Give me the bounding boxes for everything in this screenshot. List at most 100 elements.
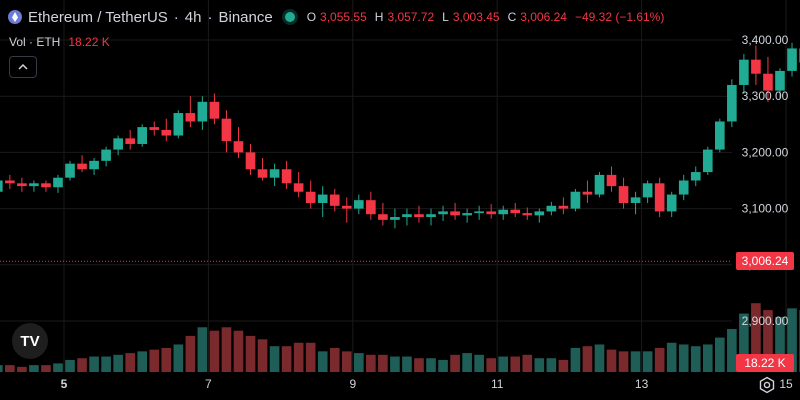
candle-body (546, 205, 557, 212)
symbol-header[interactable]: Ethereum / TetherUS · 4h · Binance O 3,0… (8, 6, 664, 28)
volume-bar (233, 330, 244, 372)
volume-bar (402, 356, 412, 372)
candle-body (341, 205, 352, 209)
candle (739, 54, 749, 94)
volume-bar (510, 356, 521, 372)
candle (414, 205, 424, 223)
volume-bar (678, 344, 689, 372)
interval[interactable]: 4h (184, 8, 202, 26)
candle-body (317, 194, 328, 203)
high-label: H (374, 10, 384, 24)
candle (618, 177, 629, 209)
volume-bar (727, 329, 737, 372)
candle (245, 143, 256, 175)
volume-bar (498, 356, 509, 372)
candle-body (402, 214, 412, 218)
exchange[interactable]: Binance (218, 8, 273, 26)
candle (41, 180, 51, 192)
volume-bar (426, 358, 436, 372)
candle-body (41, 183, 51, 188)
volume-bar (269, 346, 280, 372)
symbol-name[interactable]: Ethereum / TetherUS (28, 8, 168, 26)
candle-body (414, 214, 424, 218)
volume-bar (89, 356, 99, 372)
candle-body (678, 180, 689, 195)
candle (329, 188, 340, 212)
volume-bar (197, 327, 208, 372)
volume-bar (221, 327, 232, 372)
x-tick-label: 11 (491, 377, 504, 391)
volume-bar (113, 354, 123, 372)
candle (654, 177, 665, 218)
volume-bar (414, 358, 424, 372)
settings-icon[interactable] (758, 376, 776, 394)
candle (727, 79, 737, 128)
x-tick-label: 7 (205, 377, 212, 391)
candle (715, 118, 725, 153)
volume-bar (438, 359, 448, 372)
volume-legend[interactable]: Vol · ETH 18.22 K (9, 35, 110, 49)
volume-bar (618, 351, 629, 372)
volume-value: 18.22 K (68, 35, 110, 49)
market-status-dot[interactable] (284, 12, 295, 22)
candle (317, 186, 328, 218)
candle (763, 56, 773, 102)
candle (354, 194, 364, 215)
candle-body (173, 113, 184, 136)
candle-body (89, 160, 99, 170)
candle-body (354, 200, 364, 209)
candle (197, 96, 208, 130)
volume-bars (0, 303, 800, 372)
candle (775, 68, 785, 100)
candle (29, 180, 39, 192)
volume-bar (161, 347, 172, 372)
candle-body (293, 183, 304, 192)
volume-bar (341, 351, 352, 372)
candle-body (787, 48, 797, 71)
candlesticks (0, 42, 800, 229)
volume-bar (149, 349, 160, 372)
candle (269, 163, 280, 187)
candle (378, 202, 388, 226)
candle-body (113, 138, 123, 150)
price-axis[interactable]: 2,900.003,000.003,100.003,200.003,300.00… (742, 33, 789, 328)
volume-bar (642, 351, 653, 372)
close-value: 3,006.24 (520, 10, 567, 24)
candle-body (582, 191, 593, 195)
volume-label: Vol · ETH (9, 35, 61, 49)
x-tick-label: 5 (61, 377, 68, 391)
candle-body (763, 73, 773, 91)
candle (474, 205, 484, 220)
volume-bar (582, 346, 593, 372)
candle (402, 208, 412, 226)
volume-bar (137, 351, 148, 372)
separator: · (173, 8, 179, 26)
y-tick-label: 2,900.00 (742, 314, 789, 328)
candle (546, 201, 557, 216)
volume-bar (41, 365, 51, 372)
volume-bar (173, 344, 184, 372)
candle-body (522, 213, 533, 216)
volume-bar (378, 354, 388, 372)
volume-bar (690, 346, 701, 372)
candle (77, 155, 87, 173)
candle (666, 191, 677, 218)
volume-bar (486, 358, 496, 372)
candle (751, 45, 761, 85)
time-axis[interactable]: 57911131517192123 (61, 377, 800, 391)
candle-body (715, 121, 725, 150)
collapse-legend-button[interactable] (9, 56, 37, 78)
volume-bar (558, 359, 569, 372)
volume-bar (65, 359, 75, 372)
candle-body (474, 211, 484, 214)
volume-bar (209, 330, 220, 372)
candle (582, 180, 593, 203)
volume-bar (354, 353, 364, 372)
candle (161, 118, 172, 142)
volume-bar (29, 365, 39, 372)
tradingview-logo[interactable]: TV (12, 323, 48, 359)
volume-bar (390, 356, 400, 372)
candle-body (426, 214, 436, 218)
candle-body (305, 191, 316, 203)
